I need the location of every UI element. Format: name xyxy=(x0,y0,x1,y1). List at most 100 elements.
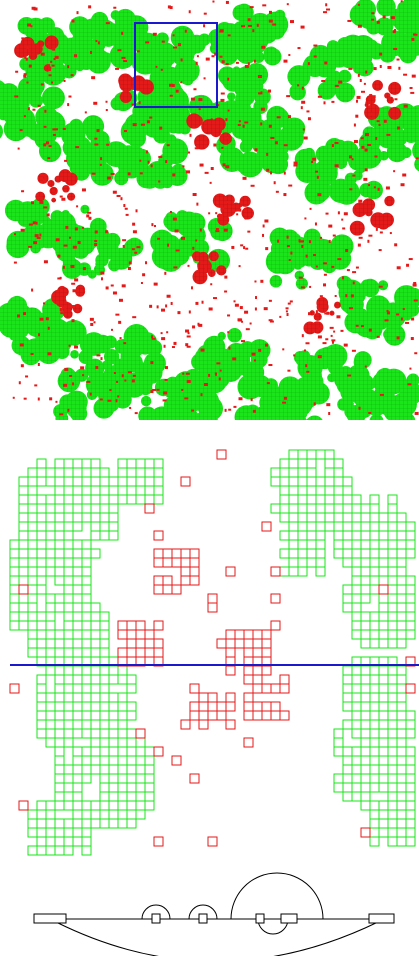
green-cell xyxy=(126,710,137,721)
red-site xyxy=(23,74,27,78)
green-cell xyxy=(360,674,371,685)
red-site xyxy=(400,183,405,187)
red-site xyxy=(51,81,54,84)
green-cell xyxy=(99,485,110,496)
red-site xyxy=(241,340,246,343)
green-cell xyxy=(315,530,326,541)
red-site xyxy=(351,349,356,352)
upper-arc-2 xyxy=(188,904,218,920)
green-cell xyxy=(27,476,38,487)
red-site xyxy=(368,411,372,414)
green-cell xyxy=(27,620,38,631)
red-site xyxy=(238,318,243,322)
green-cell xyxy=(369,539,380,550)
green-cell xyxy=(306,557,317,568)
green-cell xyxy=(333,737,344,748)
red-site xyxy=(55,238,60,242)
green-cell xyxy=(72,548,83,559)
red-site xyxy=(177,311,181,315)
red-site xyxy=(314,170,318,173)
red-site xyxy=(151,223,154,227)
green-cell xyxy=(126,773,137,784)
green-cell xyxy=(405,548,416,559)
green-cell xyxy=(27,566,38,577)
red-site xyxy=(363,82,366,85)
green-cell xyxy=(99,638,110,649)
red-site xyxy=(52,47,56,51)
green-cell xyxy=(396,746,407,757)
red-site xyxy=(47,352,52,356)
red-site xyxy=(43,260,48,264)
green-cell xyxy=(297,557,308,568)
green-cell xyxy=(378,548,389,559)
green-cluster-blob xyxy=(304,180,329,205)
green-cell xyxy=(99,512,110,523)
green-cluster-blob xyxy=(75,368,89,382)
green-cell xyxy=(144,494,155,505)
red-site xyxy=(14,233,17,236)
red-site xyxy=(42,178,46,182)
red-site xyxy=(300,286,305,289)
red-site xyxy=(172,173,176,177)
red-site xyxy=(117,395,120,398)
red-site xyxy=(184,29,187,33)
green-cell xyxy=(387,692,398,703)
red-site xyxy=(315,310,318,314)
green-cell xyxy=(378,710,389,721)
red-site xyxy=(23,73,27,76)
red-site xyxy=(250,184,255,187)
green-cell xyxy=(279,530,290,541)
red-site xyxy=(150,390,154,394)
green-cell xyxy=(36,575,47,586)
green-cell xyxy=(360,638,371,649)
red-cell xyxy=(225,665,236,676)
red-site xyxy=(371,117,374,120)
red-site xyxy=(387,65,392,69)
red-site xyxy=(409,86,413,89)
green-cell xyxy=(117,494,128,505)
green-cell xyxy=(333,539,344,550)
red-cell xyxy=(270,620,281,631)
green-cell xyxy=(54,530,65,541)
red-site xyxy=(232,357,237,361)
green-cell xyxy=(90,692,101,703)
green-cell xyxy=(342,683,353,694)
red-site xyxy=(266,152,269,156)
red-site xyxy=(242,124,245,128)
red-cell xyxy=(243,629,254,640)
green-cell xyxy=(369,683,380,694)
red-site xyxy=(161,308,166,312)
red-site xyxy=(188,310,191,314)
red-site xyxy=(275,190,279,193)
green-cell xyxy=(117,737,128,748)
red-site xyxy=(170,301,173,305)
green-cell xyxy=(405,836,416,847)
green-cluster-blob xyxy=(143,36,168,61)
green-cell xyxy=(396,782,407,793)
red-site xyxy=(118,298,123,302)
red-cluster-blob xyxy=(47,179,55,188)
red-site xyxy=(306,370,310,373)
green-cell xyxy=(99,710,110,721)
red-site xyxy=(115,313,120,316)
green-cell xyxy=(63,638,74,649)
red-site xyxy=(28,64,32,68)
green-cell xyxy=(387,683,398,694)
green-cell xyxy=(135,746,146,757)
red-cell xyxy=(243,737,254,748)
red-cell xyxy=(270,593,281,604)
green-cluster-blob xyxy=(383,324,406,346)
red-site xyxy=(222,207,225,210)
red-cell xyxy=(171,548,182,559)
green-cell xyxy=(9,602,20,613)
green-cell xyxy=(108,521,119,532)
red-site xyxy=(204,171,209,174)
red-site xyxy=(266,382,270,385)
red-site xyxy=(62,265,65,269)
red-site xyxy=(325,3,328,7)
green-cell xyxy=(36,674,47,685)
red-site xyxy=(247,62,250,66)
green-cell xyxy=(342,755,353,766)
red-site xyxy=(63,306,67,309)
green-cell xyxy=(324,494,335,505)
